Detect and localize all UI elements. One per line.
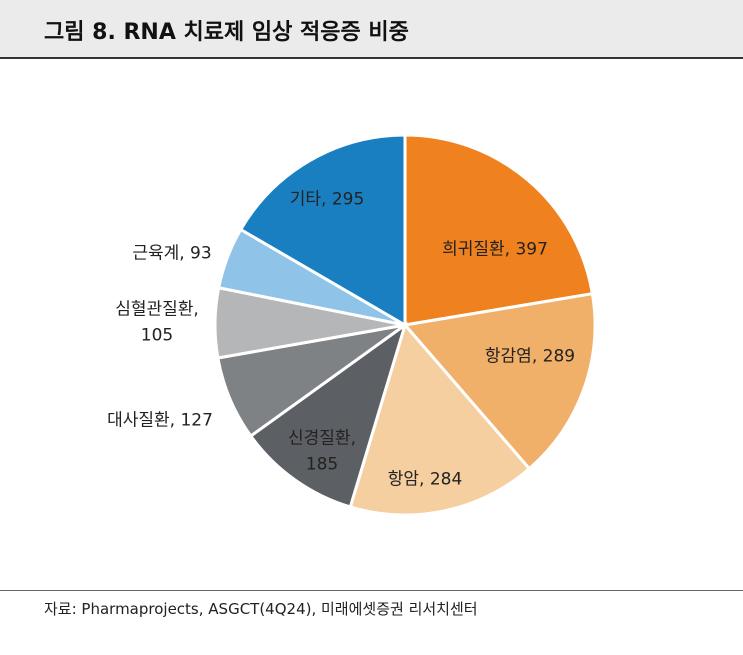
- slice-label: 대사질환, 127: [107, 410, 213, 431]
- pie-slice: [248, 321, 408, 509]
- slice-label: 근육계, 93: [132, 243, 212, 264]
- slice-label: 항감염, 289: [484, 346, 576, 367]
- chart-title: 그림 8. RNA 치료제 임상 적응증 비중: [44, 20, 409, 45]
- slice-label: 심혈관질환, 105: [115, 299, 199, 346]
- source-note: 자료: Pharmaprojects, ASGCT(4Q24), 미래에셋증권 …: [44, 600, 478, 618]
- slice-label: 희귀질환, 397: [442, 239, 548, 260]
- slice-label: 항암, 284: [387, 469, 463, 490]
- title-band: [0, 0, 743, 59]
- pie-slice: [238, 133, 407, 328]
- slice-label: 신경질환, 185: [288, 428, 356, 475]
- footer-rule: [0, 590, 743, 591]
- pie-slice: [402, 291, 597, 471]
- slice-label: 기타, 295: [289, 189, 365, 210]
- chart: [213, 133, 597, 517]
- pie-slice: [403, 133, 595, 327]
- pie-slice: [348, 321, 532, 517]
